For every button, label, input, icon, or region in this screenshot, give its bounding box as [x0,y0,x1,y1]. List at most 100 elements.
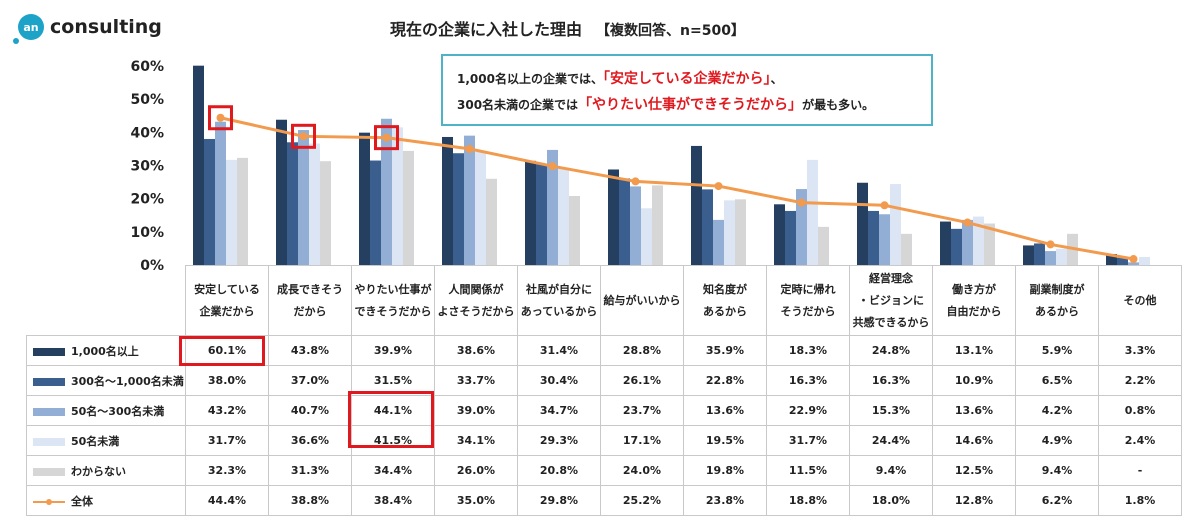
bar-4 [724,200,735,265]
data-label: 20.8% [517,455,601,486]
data-label: 35.0% [434,485,518,516]
bar-2 [204,138,215,265]
bar-2 [1117,257,1128,265]
table-row: 全体 44.4% 38.8% 38.4% 35.0% 29.8% 25.2% 23.8% 18.… [26,485,1182,516]
category-label-line: 知名度が [703,282,747,296]
bar-2 [619,178,630,265]
data-label: 13.1% [932,335,1016,366]
data-label: 29.8% [517,485,601,516]
total-point [963,218,972,227]
data-label: 6.2% [1015,485,1099,516]
legend-label: 50名～300名未満 [71,404,165,418]
bar-4 [890,184,901,265]
legend-entry: わからない [26,455,186,486]
logo-icon: an [13,14,44,44]
data-label: 9.4% [1015,455,1099,486]
data-label: 14.6% [932,425,1016,456]
y-tick-label: 60% [130,59,164,75]
total-point [548,162,557,171]
y-tick-label: 20% [130,192,164,208]
bar-3 [630,186,641,265]
total-point [880,201,889,210]
highlight-box [179,336,265,366]
bar-5 [818,226,829,265]
data-label: 34.7% [517,395,601,426]
category-label-line: あるから [703,304,747,318]
bar-4 [973,216,984,265]
category-label-line: できそうだから [354,304,432,318]
data-label: 31.7% [185,425,269,456]
bar-2 [785,210,796,265]
data-label: 30.4% [517,365,601,396]
callout-text: 、 [770,72,783,86]
data-label: 43.2% [185,395,269,426]
callout-text: 300名未満の企業では [457,98,579,112]
bar-3 [796,189,807,265]
data-label: 29.3% [517,425,601,456]
category-label-line: 企業だから [199,304,255,318]
category-label-line: その他 [1123,293,1157,307]
category-label-line: 経営理念 [869,271,913,285]
total-point [216,113,225,122]
bar-1 [276,119,287,265]
data-label: 38.0% [185,365,269,396]
data-label: 1.8% [1098,485,1182,516]
bar-2 [370,160,381,265]
bar-1 [691,145,702,265]
total-point [465,144,474,153]
table-row: 50名～300名未満 43.2% 40.7% 44.1% 39.0% 34.7% 23.7%… [26,395,1182,426]
data-label: 31.3% [268,455,352,486]
data-label: 31.7% [766,425,850,456]
data-label: 18.3% [766,335,850,366]
bar-5 [403,150,414,265]
callout-line-2: 300名未満の企業では「やりたい仕事ができそうだから」が最も多い。 [457,92,917,118]
legend-swatch [33,347,65,356]
chart-title: 現在の企業に入社した理由 【複数回答、n=500】 [390,16,745,40]
category-label-line: 成長できそう [277,282,343,296]
data-label: 22.8% [683,365,767,396]
category-label: 働き方が 自由だから [932,265,1016,336]
callout-highlight: 「やりたい仕事ができそうだから」 [578,97,803,113]
bar-5 [901,233,912,265]
bar-1 [525,160,536,265]
data-label: 40.7% [268,395,352,426]
total-point [382,133,391,142]
legend-swatch [33,377,65,386]
y-tick-label: 50% [130,92,164,108]
bar-3 [1128,262,1139,265]
data-label: 60.1% [185,335,269,366]
legend-swatch [33,407,65,416]
total-point [299,132,308,141]
bar-5 [486,178,497,265]
bar-1 [442,136,453,265]
category-label: 給与がいいから [600,265,684,336]
data-label: 2.4% [1098,425,1182,456]
data-label: 26.1% [600,365,684,396]
data-label: 32.3% [185,455,269,486]
data-label: 38.8% [268,485,352,516]
bar-3 [381,118,392,265]
data-label: 34.1% [434,425,518,456]
data-label: 13.6% [683,395,767,426]
legend-swatch [33,437,65,446]
y-tick-label: 30% [130,159,164,175]
category-label-line: やりたい仕事が [354,282,432,296]
bar-4 [226,159,237,265]
bar-2 [453,153,464,265]
legend-label: 1,000名以上 [71,344,139,358]
total-point [631,177,640,186]
bar-1 [359,132,370,265]
bar-4 [309,143,320,265]
callout-box: 1,000名以上の企業では、「安定している企業だから」、 300名未満の企業では… [441,54,933,126]
data-label: 0.8% [1098,395,1182,426]
bar-1 [940,221,951,265]
bar-3 [215,121,226,265]
data-label: 16.3% [849,365,933,396]
data-label: 10.9% [932,365,1016,396]
data-label: 31.5% [351,365,435,396]
category-label: その他 [1098,265,1182,336]
brand-logo: an consulting [13,14,162,44]
data-label: 18.0% [849,485,933,516]
data-label: 37.0% [268,365,352,396]
bar-4 [392,127,403,265]
